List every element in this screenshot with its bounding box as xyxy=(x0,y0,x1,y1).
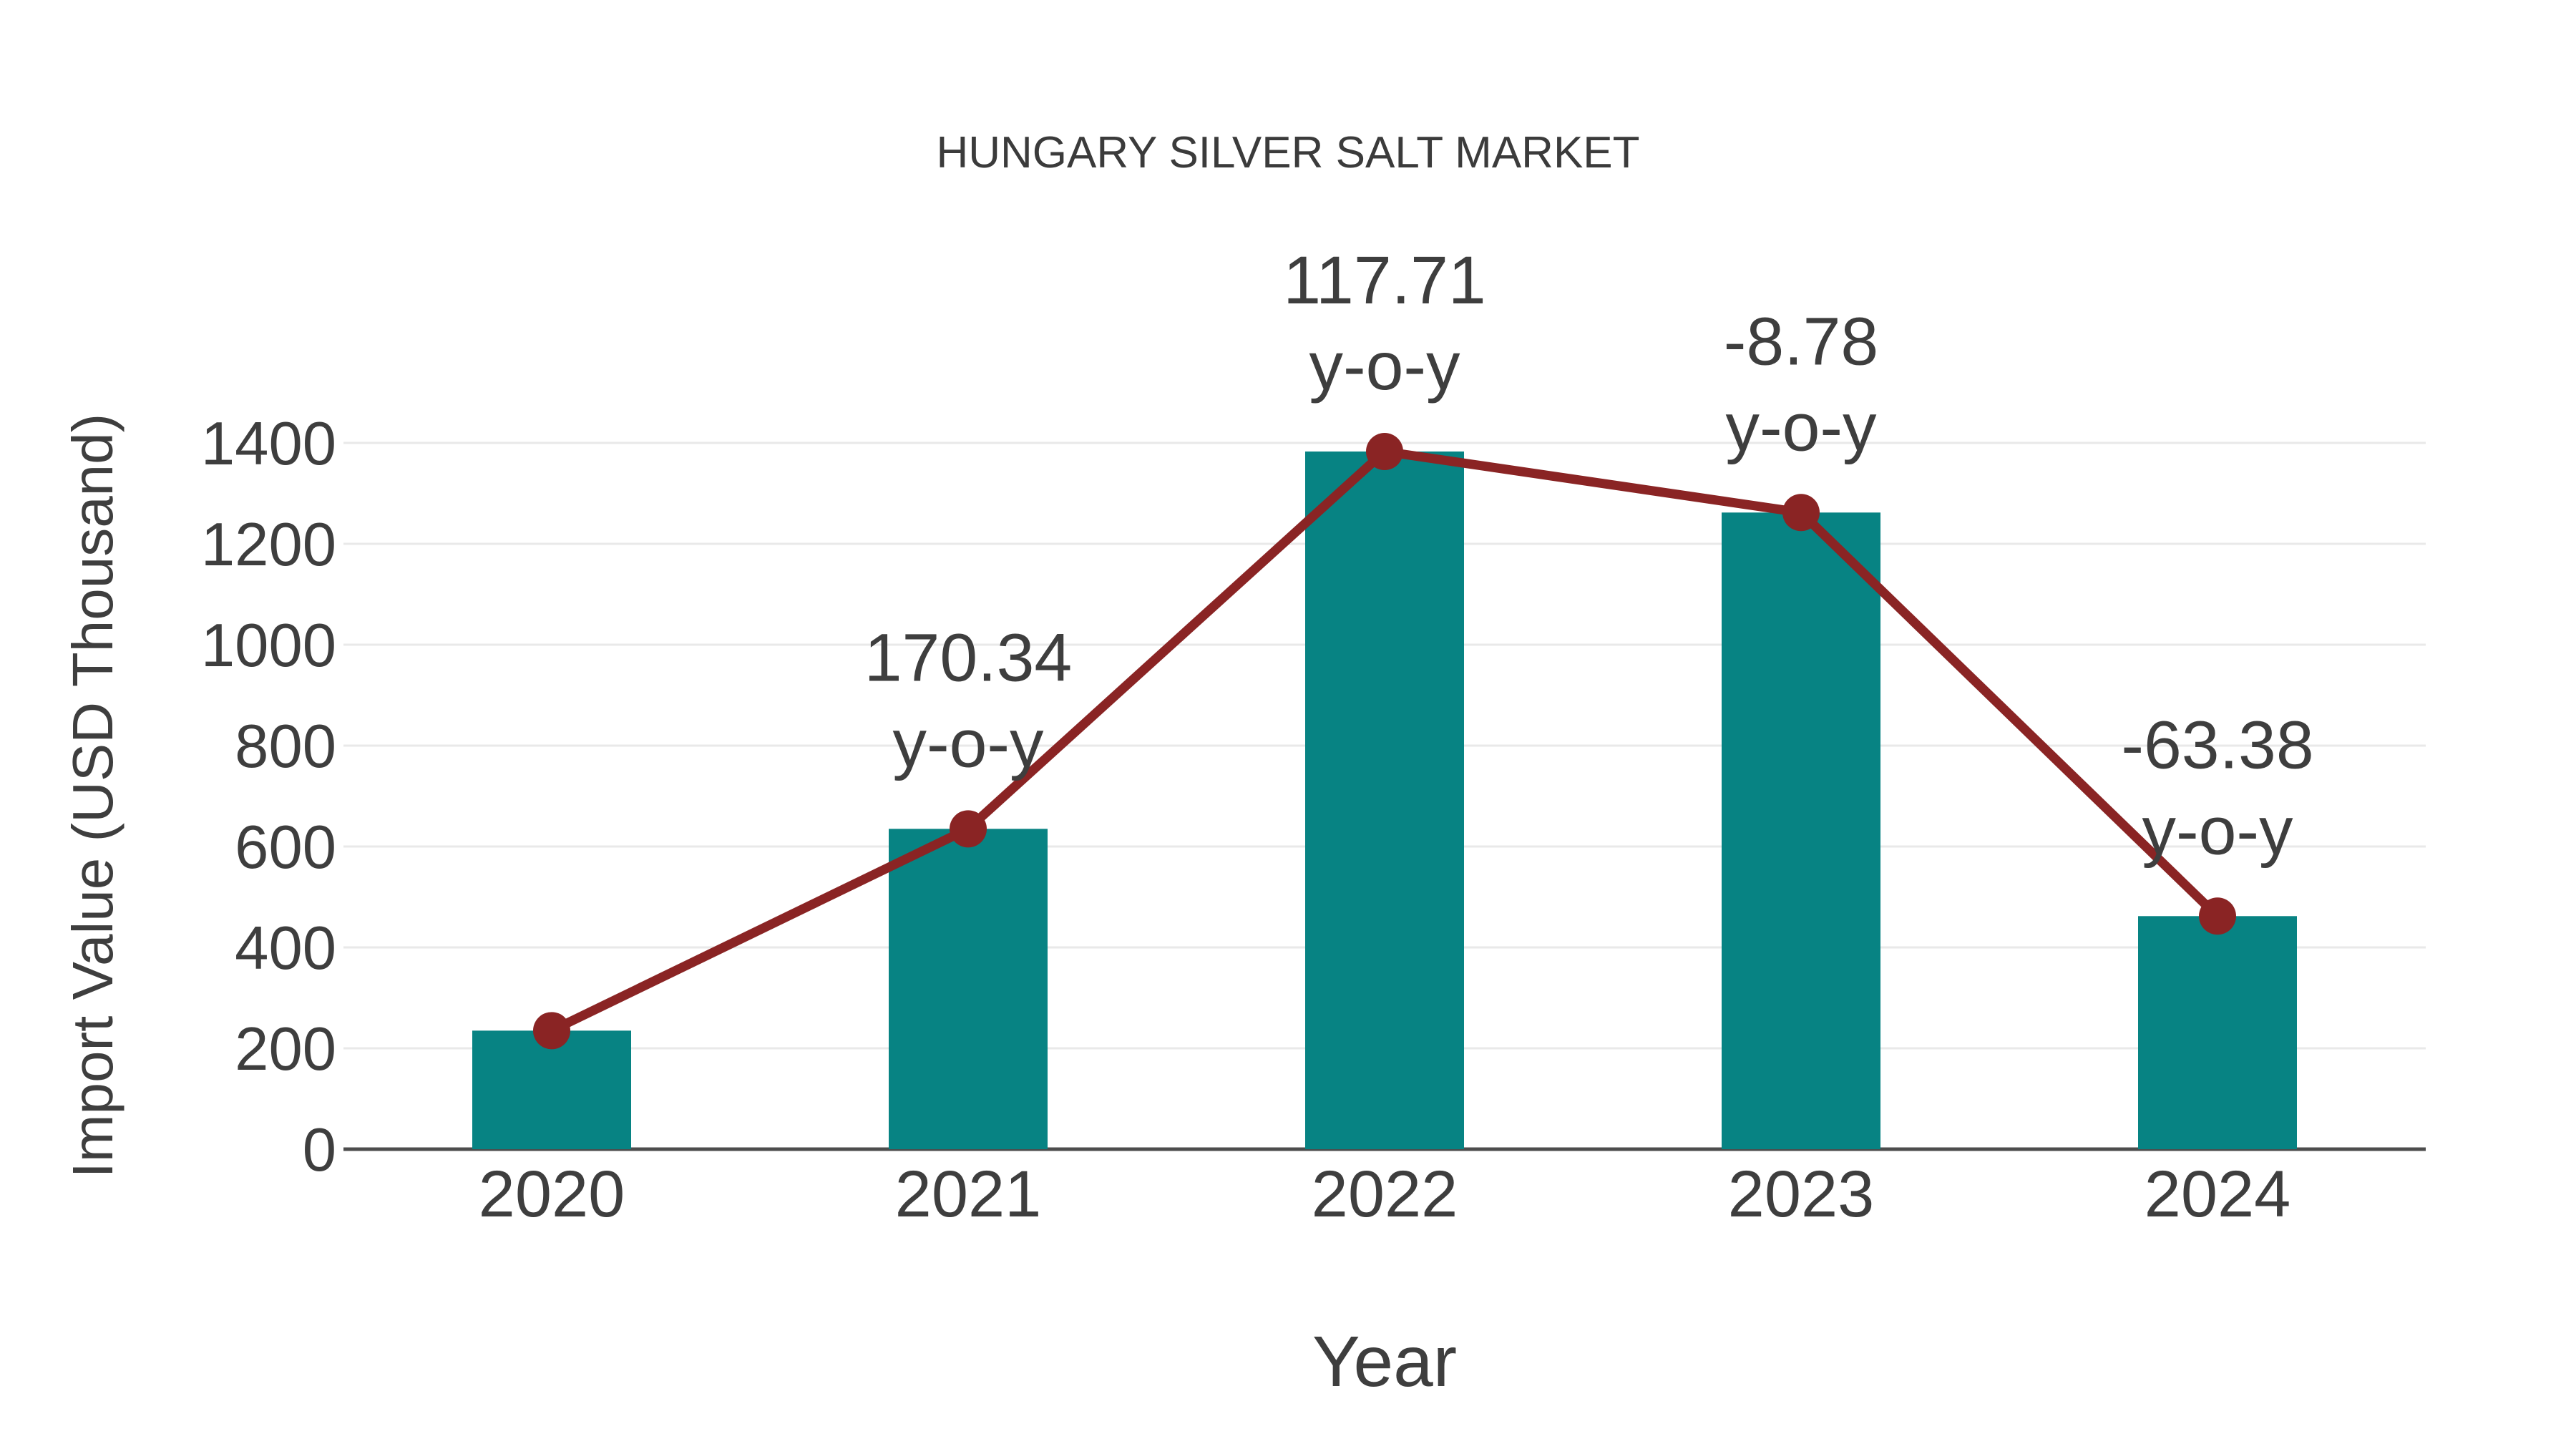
annotation-2023-label: y-o-y xyxy=(1725,389,1877,465)
y-tick-label-0: 0 xyxy=(303,1116,336,1184)
x-tick-label-2020: 2020 xyxy=(479,1158,625,1231)
annotation-2024-label: y-o-y xyxy=(2142,793,2293,869)
annotation-2024-value: -63.38 xyxy=(2121,707,2313,783)
x-tick-label-2024: 2024 xyxy=(2145,1158,2291,1231)
x-tick-label-2023: 2023 xyxy=(1728,1158,1875,1231)
annotation-2022-label: y-o-y xyxy=(1309,328,1460,404)
annotation-2022-value: 117.71 xyxy=(1283,243,1486,318)
y-tick-label-1400: 1400 xyxy=(201,410,336,478)
data-point-2020 xyxy=(533,1012,570,1050)
y-tick-label-400: 400 xyxy=(235,914,336,982)
y-tick-label-600: 600 xyxy=(235,814,336,882)
data-point-2023 xyxy=(1782,494,1820,532)
bar-2023 xyxy=(1722,512,1880,1149)
y-tick-label-200: 200 xyxy=(235,1015,336,1083)
x-axis-title: Year xyxy=(1312,1322,1458,1402)
data-point-2024 xyxy=(2199,897,2236,935)
annotation-2021-value: 170.34 xyxy=(864,620,1073,696)
data-point-2022 xyxy=(1366,432,1403,470)
x-tick-label-2022: 2022 xyxy=(1312,1158,1458,1231)
bar-2024 xyxy=(2138,916,2297,1149)
bar-2021 xyxy=(889,829,1048,1149)
bar-2020 xyxy=(472,1030,631,1149)
annotation-2021-label: y-o-y xyxy=(892,706,1044,781)
annotation-2023-value: -8.78 xyxy=(1724,303,1879,379)
x-tick-label-2021: 2021 xyxy=(895,1158,1042,1231)
y-tick-label-800: 800 xyxy=(235,713,336,781)
data-point-2021 xyxy=(950,810,987,848)
chart-title: HUNGARY SILVER SALT MARKET xyxy=(936,128,1640,177)
bar-2022 xyxy=(1305,451,1464,1149)
y-tick-label-1200: 1200 xyxy=(201,511,336,579)
y-tick-label-1000: 1000 xyxy=(201,612,336,680)
